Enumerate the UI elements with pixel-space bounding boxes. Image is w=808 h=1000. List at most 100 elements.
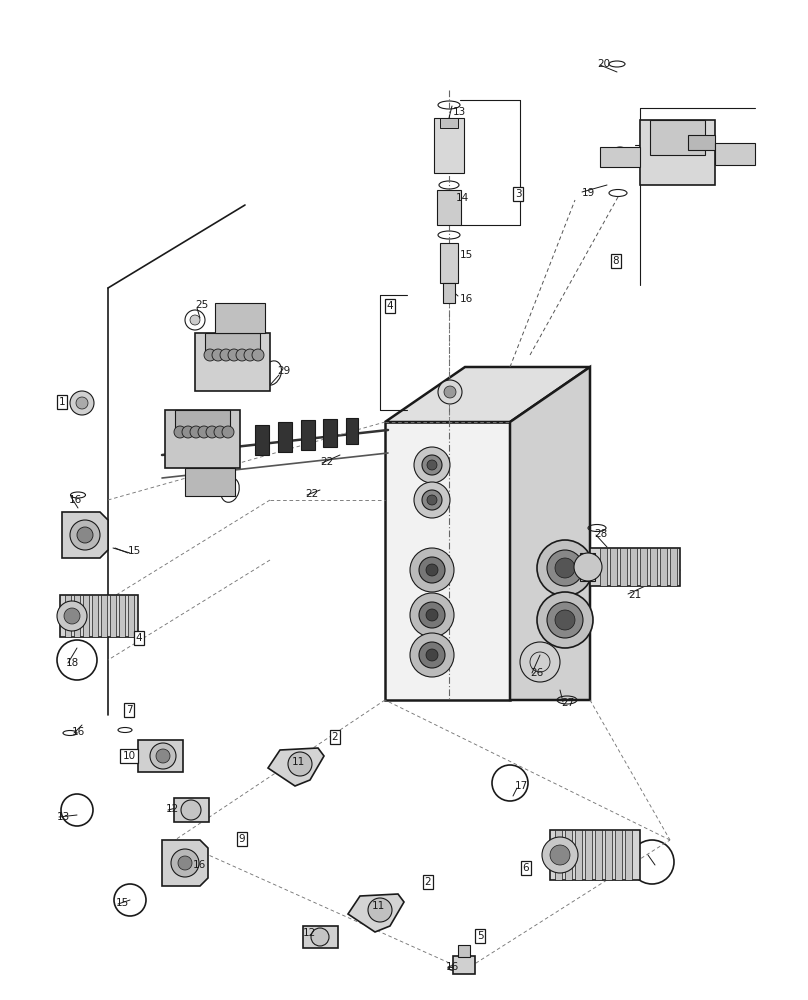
Bar: [60, 595, 138, 637]
Text: 8: 8: [612, 256, 619, 266]
Circle shape: [252, 349, 264, 361]
Polygon shape: [348, 894, 404, 932]
Bar: [346, 418, 358, 444]
Bar: [595, 830, 602, 880]
Circle shape: [555, 610, 575, 630]
Bar: [640, 120, 715, 185]
Bar: [453, 956, 475, 974]
Text: 16: 16: [72, 727, 86, 737]
Circle shape: [426, 609, 438, 621]
Polygon shape: [62, 512, 108, 558]
Circle shape: [288, 752, 312, 776]
Circle shape: [427, 460, 437, 470]
Circle shape: [426, 564, 438, 576]
Text: 20: 20: [597, 59, 610, 69]
Bar: [620, 548, 627, 586]
Bar: [565, 830, 572, 880]
Text: 27: 27: [561, 698, 574, 708]
Circle shape: [150, 743, 176, 769]
Text: 16: 16: [460, 294, 473, 304]
Circle shape: [537, 592, 593, 648]
Bar: [660, 548, 667, 586]
Circle shape: [414, 482, 450, 518]
Bar: [175, 410, 230, 428]
Bar: [92, 595, 98, 637]
Circle shape: [244, 349, 256, 361]
Bar: [458, 945, 470, 957]
Circle shape: [228, 349, 240, 361]
Text: 14: 14: [456, 193, 469, 203]
Circle shape: [174, 426, 186, 438]
Circle shape: [311, 928, 329, 946]
Bar: [195, 333, 270, 391]
Circle shape: [190, 315, 200, 325]
Bar: [185, 468, 235, 496]
Polygon shape: [510, 367, 590, 700]
Circle shape: [171, 849, 199, 877]
Bar: [437, 190, 461, 225]
Bar: [670, 548, 677, 586]
Text: 4: 4: [136, 633, 142, 643]
Text: 12: 12: [166, 804, 179, 814]
Text: 15: 15: [460, 250, 473, 260]
Text: 28: 28: [594, 529, 608, 539]
Text: 16: 16: [446, 962, 459, 972]
Circle shape: [419, 602, 445, 628]
Bar: [615, 830, 622, 880]
Text: 4: 4: [387, 301, 393, 311]
Bar: [301, 420, 315, 450]
Bar: [440, 243, 458, 283]
Circle shape: [574, 553, 602, 581]
Bar: [110, 595, 116, 637]
Text: 10: 10: [123, 751, 136, 761]
Circle shape: [426, 649, 438, 661]
Bar: [590, 548, 680, 586]
Circle shape: [178, 856, 192, 870]
Bar: [440, 118, 458, 128]
Circle shape: [198, 426, 210, 438]
Circle shape: [438, 380, 462, 404]
Text: 26: 26: [530, 668, 543, 678]
Bar: [83, 595, 89, 637]
Text: 1: 1: [59, 397, 65, 407]
Circle shape: [204, 349, 216, 361]
Circle shape: [419, 557, 445, 583]
Circle shape: [64, 608, 80, 624]
Circle shape: [410, 548, 454, 592]
Text: 6: 6: [523, 863, 529, 873]
Text: 15: 15: [116, 898, 129, 908]
Polygon shape: [162, 840, 208, 886]
Circle shape: [542, 837, 578, 873]
Circle shape: [190, 426, 202, 438]
Text: 9: 9: [238, 834, 246, 844]
Circle shape: [368, 898, 392, 922]
Text: 16: 16: [193, 860, 206, 870]
Circle shape: [181, 800, 201, 820]
Bar: [625, 830, 632, 880]
Text: 23: 23: [215, 342, 228, 352]
Circle shape: [555, 558, 575, 578]
Bar: [610, 548, 617, 586]
Bar: [715, 143, 755, 165]
Text: 5: 5: [477, 931, 483, 941]
Circle shape: [182, 426, 194, 438]
Bar: [255, 425, 269, 455]
Bar: [443, 283, 455, 303]
Circle shape: [214, 426, 226, 438]
Bar: [174, 798, 209, 822]
Text: 29: 29: [208, 487, 221, 497]
Circle shape: [550, 845, 570, 865]
Bar: [119, 595, 125, 637]
Circle shape: [77, 527, 93, 543]
Bar: [600, 548, 607, 586]
Text: 25: 25: [195, 300, 208, 310]
Bar: [550, 830, 640, 880]
Circle shape: [57, 601, 87, 631]
Bar: [575, 830, 582, 880]
Bar: [128, 595, 134, 637]
Circle shape: [422, 490, 442, 510]
Bar: [323, 419, 337, 447]
Text: 7: 7: [126, 705, 133, 715]
Bar: [165, 410, 240, 468]
Bar: [101, 595, 107, 637]
